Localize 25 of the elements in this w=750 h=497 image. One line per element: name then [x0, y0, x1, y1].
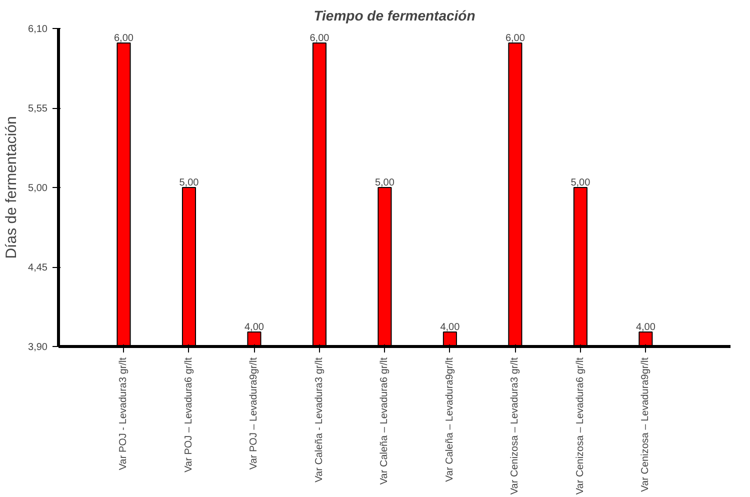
x-tick-label: Var Cenizosa – Levadura9gr/lt — [640, 357, 652, 492]
chart-title: Tiempo de fermentación — [314, 8, 476, 24]
y-axis-title: Días de fermentación — [3, 116, 20, 259]
x-tick-label: Var POJ - Levadura3 gr/lt — [118, 357, 130, 470]
data-label: 6,00 — [114, 32, 134, 44]
x-tick-label: Var Cenizosa – Levadura6 gr/lt — [574, 357, 586, 495]
data-label: 5,00 — [570, 178, 591, 188]
y-tick-label: 3,90 — [28, 342, 48, 353]
y-tick-label: 5,00 — [28, 183, 48, 194]
data-label: 4,00 — [244, 322, 264, 334]
y-tick-label: 5,55 — [28, 104, 48, 114]
x-tick-label: Var Caleña – Levadura6 gr/lt — [379, 357, 390, 485]
data-label: 6,00 — [505, 32, 526, 44]
data-label: 4,00 — [440, 322, 460, 334]
x-tick-label: Var Cenizosa – Levadura3 gr/lt — [510, 357, 521, 495]
x-tick-label: Var POJ – Levadura6 gr/lt — [183, 357, 194, 472]
x-tick-label: Var POJ – Levadura9gr/lt — [248, 357, 260, 470]
y-tick-label: 6,10 — [28, 24, 48, 35]
data-label: 5,00 — [179, 178, 200, 188]
data-label: 6,00 — [310, 32, 330, 44]
data-label: 4,00 — [636, 322, 656, 334]
x-tick-label: Var Caleña – Levadura9gr/lt — [444, 357, 456, 482]
data-label: 5,00 — [374, 178, 395, 188]
x-tick-label: Var Caleña - Levadura3 gr/lt — [314, 357, 325, 482]
y-tick-label: 4,45 — [28, 262, 48, 274]
